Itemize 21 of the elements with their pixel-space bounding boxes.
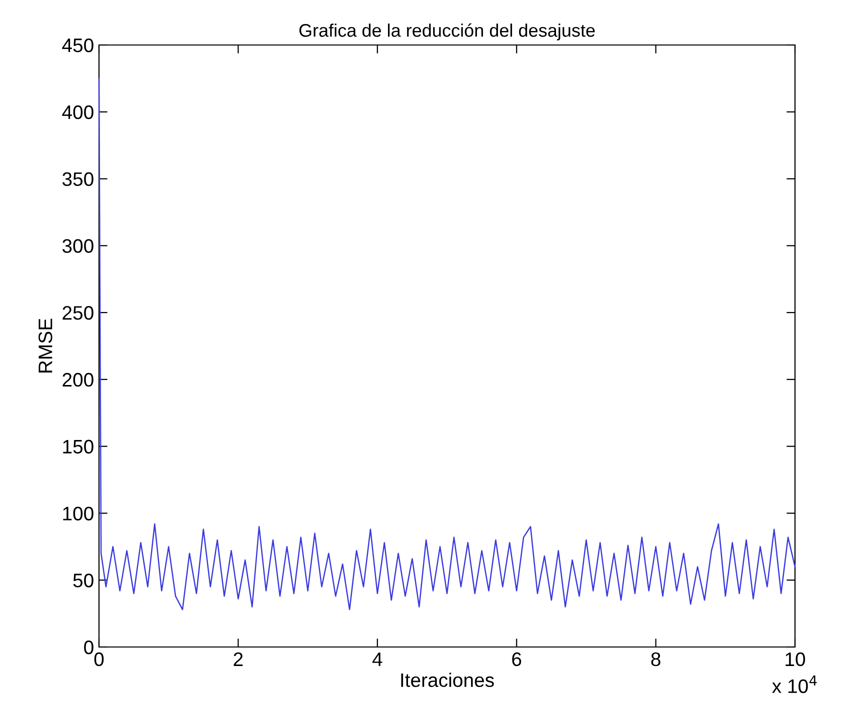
- x-tick-label: 10: [786, 652, 806, 666]
- chart-title: Grafica de la reducción del desajuste: [299, 23, 595, 40]
- x-tick-label: 0: [94, 652, 104, 666]
- x-tick-label: 8: [651, 652, 660, 666]
- y-tick-label: 100: [63, 506, 94, 520]
- y-tick-label: 50: [73, 574, 94, 588]
- y-tick-label: 350: [62, 172, 94, 186]
- y-tick-label: 250: [62, 306, 94, 320]
- x-tick-label: 4: [372, 652, 382, 666]
- x-axis-title: Iteraciones: [401, 672, 494, 688]
- x-tick-label: 6: [512, 652, 522, 666]
- x-tick-label: 2: [234, 652, 243, 666]
- y-tick-label: 200: [62, 372, 94, 387]
- y-axis-title: RMSE: [38, 318, 52, 372]
- text: x 10$^{4}$: [772, 676, 817, 694]
- y-tick-label: 150: [63, 440, 94, 454]
- y-tick-label: 400: [62, 105, 94, 120]
- y-tick-label: 450: [62, 38, 94, 52]
- line-series: [98, 78, 796, 610]
- y-tick-label: 0: [84, 640, 94, 654]
- y-tick-label: 300: [62, 239, 94, 253]
